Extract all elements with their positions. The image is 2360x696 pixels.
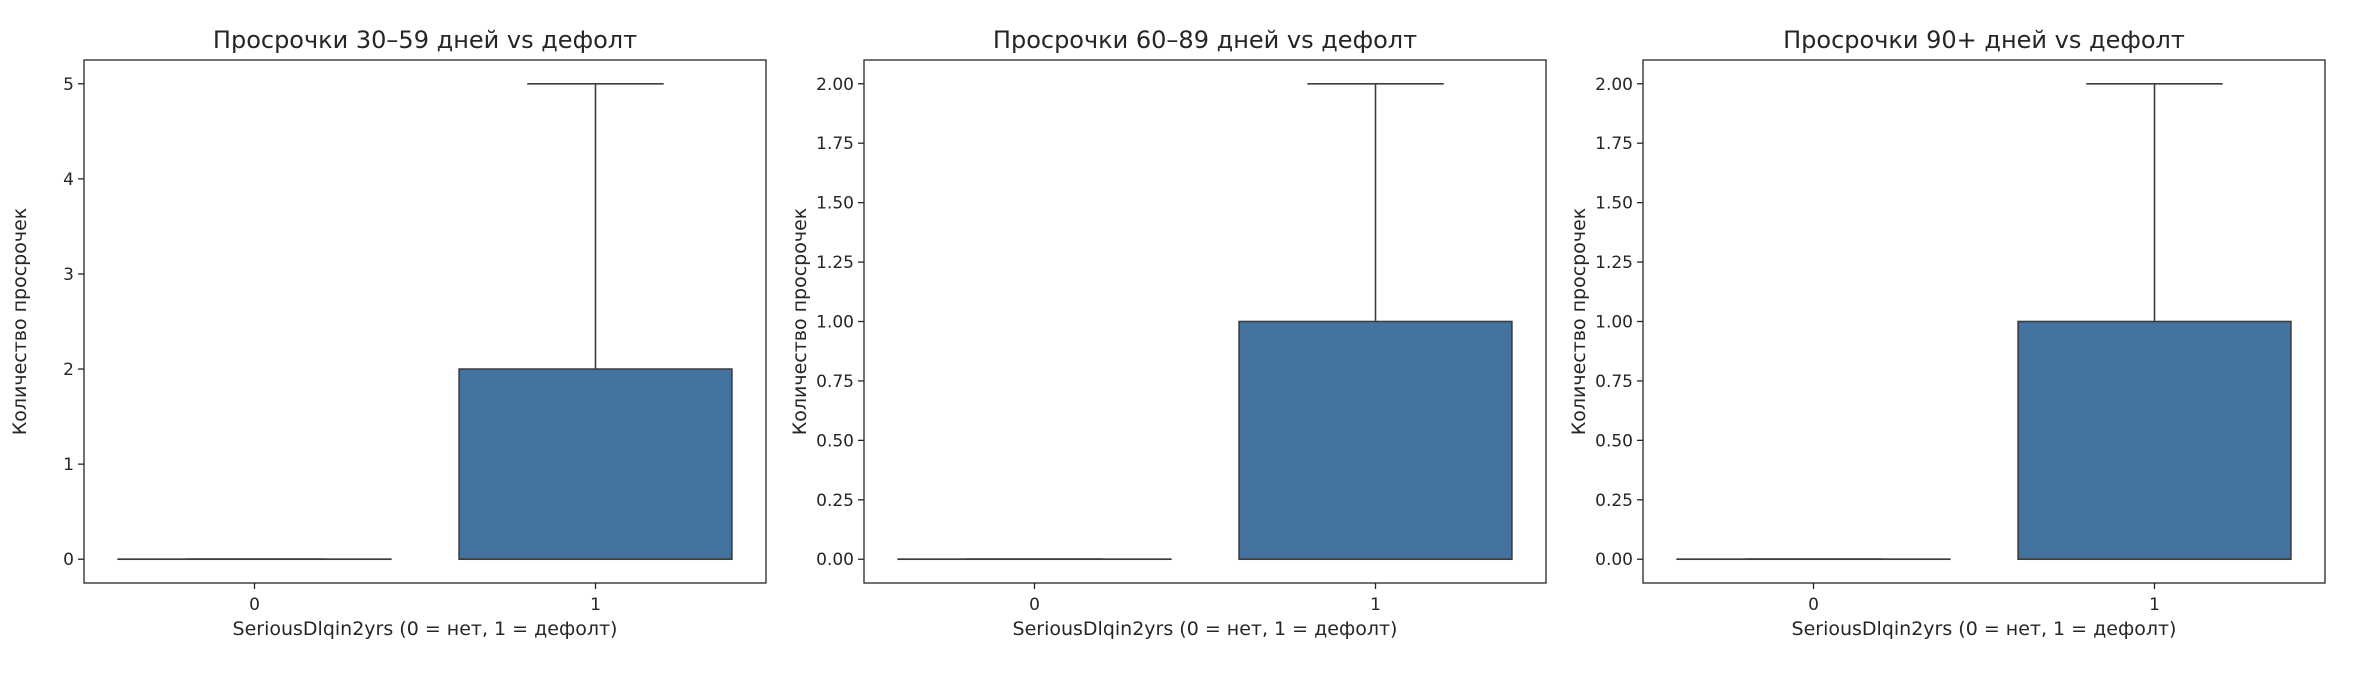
x-tick-label: 0 (249, 595, 260, 615)
chart-title: Просрочки 60–89 дней vs дефолт (993, 26, 1417, 54)
y-tick-label: 2.00 (816, 75, 854, 95)
y-tick-label: 0.25 (1595, 491, 1633, 511)
y-axis-label: Количество просрочек (9, 208, 31, 436)
chart-title: Просрочки 30–59 дней vs дефолт (213, 26, 637, 54)
iqr-box (1238, 320, 1513, 561)
y-tick-label: 0.50 (1595, 431, 1633, 451)
box-plot-1 (1238, 82, 1513, 561)
y-tick-label: 0.00 (1595, 550, 1633, 570)
y-tick-label: 1.00 (1595, 313, 1633, 333)
y-tick-label: 4 (63, 170, 74, 190)
x-axis-label: SeriousDlqin2yrs (0 = нет, 1 = дефолт) (233, 618, 618, 640)
y-tick-label: 3 (63, 265, 74, 285)
y-tick-label: 0.50 (816, 431, 854, 451)
y-tick-label: 1.75 (1595, 134, 1633, 154)
chart-title: Просрочки 90+ дней vs дефолт (1783, 26, 2185, 54)
y-tick-label: 0.25 (816, 491, 854, 511)
y-tick-label: 1.00 (816, 313, 854, 333)
chart-panel-1: 0 1 2 3 4 5 0 1 Просрочки 30–59 дней vs дефолт… (9, 26, 767, 640)
y-axis-label: Количество просрочек (1568, 208, 1590, 436)
y-tick-label: 1.75 (816, 134, 854, 154)
y-tick-label: 0.75 (1595, 372, 1633, 392)
y-tick-label: 2 (63, 360, 74, 380)
y-axis-label: Количество просрочек (789, 208, 811, 436)
x-tick-label: 1 (590, 595, 601, 615)
box-plot-1 (2017, 82, 2292, 561)
x-tick-label: 0 (1808, 595, 1819, 615)
x-axis-label: SeriousDlqin2yrs (0 = нет, 1 = дефолт) (1792, 618, 2177, 640)
y-tick-label: 1 (63, 455, 74, 475)
x-tick-label: 0 (1029, 595, 1040, 615)
box-plot-1 (458, 82, 733, 561)
y-tick-label: 0.00 (816, 550, 854, 570)
iqr-box (458, 368, 733, 561)
y-tick-label: 5 (63, 75, 74, 95)
y-tick-label: 2.00 (1595, 75, 1633, 95)
y-tick-label: 1.25 (816, 253, 854, 273)
x-axis-label: SeriousDlqin2yrs (0 = нет, 1 = дефолт) (1013, 618, 1398, 640)
y-tick-label: 0 (63, 550, 74, 570)
x-tick-label: 1 (1370, 595, 1381, 615)
plot-frame (83, 59, 767, 584)
y-tick-label: 1.50 (1595, 194, 1633, 214)
x-tick-label: 1 (2149, 595, 2160, 615)
y-tick-label: 1.25 (1595, 253, 1633, 273)
y-tick-label: 0.75 (816, 372, 854, 392)
y-tick-label: 1.50 (816, 194, 854, 214)
iqr-box (2017, 320, 2292, 561)
